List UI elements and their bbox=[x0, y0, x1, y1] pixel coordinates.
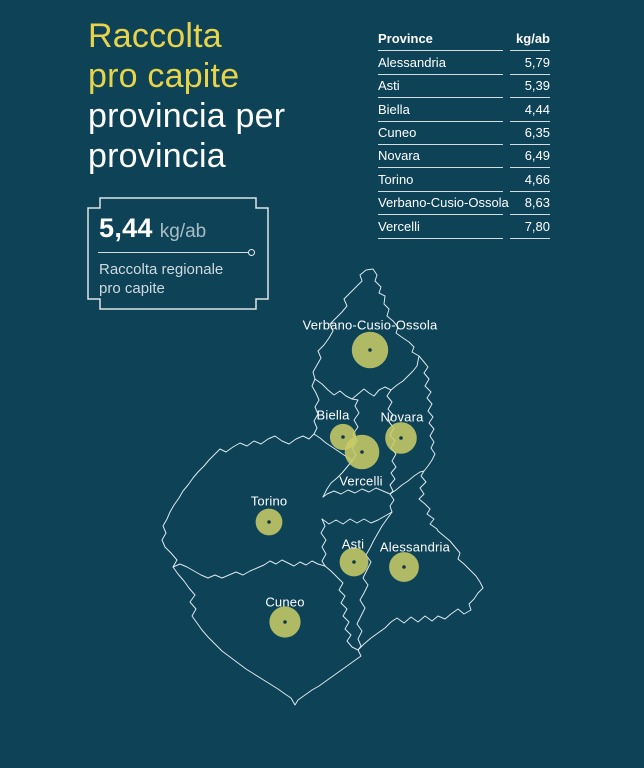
province-label: Novara bbox=[380, 409, 424, 425]
regional-stat-box: 5,44 kg/ab Raccolta regionale pro capite bbox=[87, 197, 269, 310]
table-cell-province: Cuneo bbox=[378, 125, 503, 145]
stat-caption-line-1: Raccolta regionale bbox=[99, 261, 224, 278]
table-row: Verbano-Cusio-Ossola 8,63 bbox=[378, 192, 550, 216]
table-cell-value: 4,44 bbox=[510, 102, 550, 122]
table-row: Alessandria 5,79 bbox=[378, 51, 550, 75]
table-cell-value: 6,49 bbox=[510, 148, 550, 169]
province-center-dot bbox=[368, 348, 372, 352]
province-label: Cuneo bbox=[265, 594, 305, 610]
table-cell-value: 4,66 bbox=[510, 172, 550, 192]
table-row: Cuneo 6,35 bbox=[378, 122, 550, 145]
table-header-row: Province kg/ab bbox=[378, 28, 550, 52]
title-line-4: provincia bbox=[88, 137, 226, 175]
province-center-dot bbox=[399, 436, 403, 440]
table-body: Alessandria 5,79 Asti 5,39 Biella 4,44 Cuneo 6,… bbox=[378, 51, 550, 239]
title-line-3: provincia per bbox=[88, 97, 286, 135]
bubble-layer bbox=[255, 331, 419, 638]
table-row: Torino 4,66 bbox=[378, 168, 550, 192]
province-center-dot bbox=[267, 520, 271, 524]
table-header-value: kg/ab bbox=[510, 31, 550, 52]
table-cell-province: Biella bbox=[378, 102, 503, 122]
table-row: Novara 6,49 bbox=[378, 145, 550, 169]
stat-caption-line-2: pro capite bbox=[99, 280, 165, 297]
table-cell-value: 5,39 bbox=[510, 78, 550, 99]
stat-unit: kg/ab bbox=[159, 221, 207, 242]
table-cell-province: Alessandria bbox=[378, 55, 503, 75]
table-cell-province: Asti bbox=[378, 78, 503, 99]
province-label: Verbano-Cusio-Ossola bbox=[302, 317, 438, 333]
province-label: Torino bbox=[250, 493, 288, 509]
stat-value-row: 5,44 kg/ab bbox=[99, 213, 206, 244]
table-cell-value: 5,79 bbox=[510, 55, 550, 75]
province-label: Biella bbox=[316, 407, 350, 423]
province-center-dot bbox=[283, 620, 287, 624]
table-cell-province: Vercelli bbox=[378, 219, 503, 239]
province-center-dot bbox=[352, 560, 356, 564]
stat-divider-line bbox=[98, 252, 251, 253]
table-cell-province: Torino bbox=[378, 172, 503, 192]
title-line-2: pro capite bbox=[88, 57, 240, 95]
province-table: Province kg/ab Alessandria 5,79 Asti 5,39 Bi… bbox=[378, 28, 550, 239]
page-title: Raccolta pro capite provincia per provin… bbox=[88, 16, 285, 176]
table-row: Biella 4,44 bbox=[378, 98, 550, 122]
table-row: Vercelli 7,80 bbox=[378, 215, 550, 239]
province-borders bbox=[161, 268, 484, 706]
stat-caption: Raccolta regionale pro capite bbox=[99, 260, 223, 298]
table-row: Asti 5,39 bbox=[378, 75, 550, 99]
table-cell-value: 6,35 bbox=[510, 125, 550, 145]
province-center-dot bbox=[341, 435, 345, 439]
region-outline bbox=[161, 268, 484, 706]
table-cell-value: 7,80 bbox=[510, 219, 550, 239]
table-cell-value: 8,63 bbox=[510, 195, 550, 216]
province-center-dot bbox=[402, 565, 406, 569]
table-cell-province: Novara bbox=[378, 148, 503, 169]
province-label: Asti bbox=[341, 536, 365, 552]
stat-value: 5,44 bbox=[99, 213, 153, 243]
title-line-1: Raccolta bbox=[88, 17, 222, 55]
province-label: Alessandria bbox=[379, 539, 451, 555]
table-header-province: Province bbox=[378, 31, 503, 52]
province-center-dot bbox=[360, 450, 364, 454]
table-cell-province: Verbano-Cusio-Ossola bbox=[378, 195, 509, 216]
province-label: Vercelli bbox=[339, 473, 383, 489]
stat-divider-endpoint-dot bbox=[248, 248, 255, 256]
stat-box-frame bbox=[87, 197, 269, 310]
